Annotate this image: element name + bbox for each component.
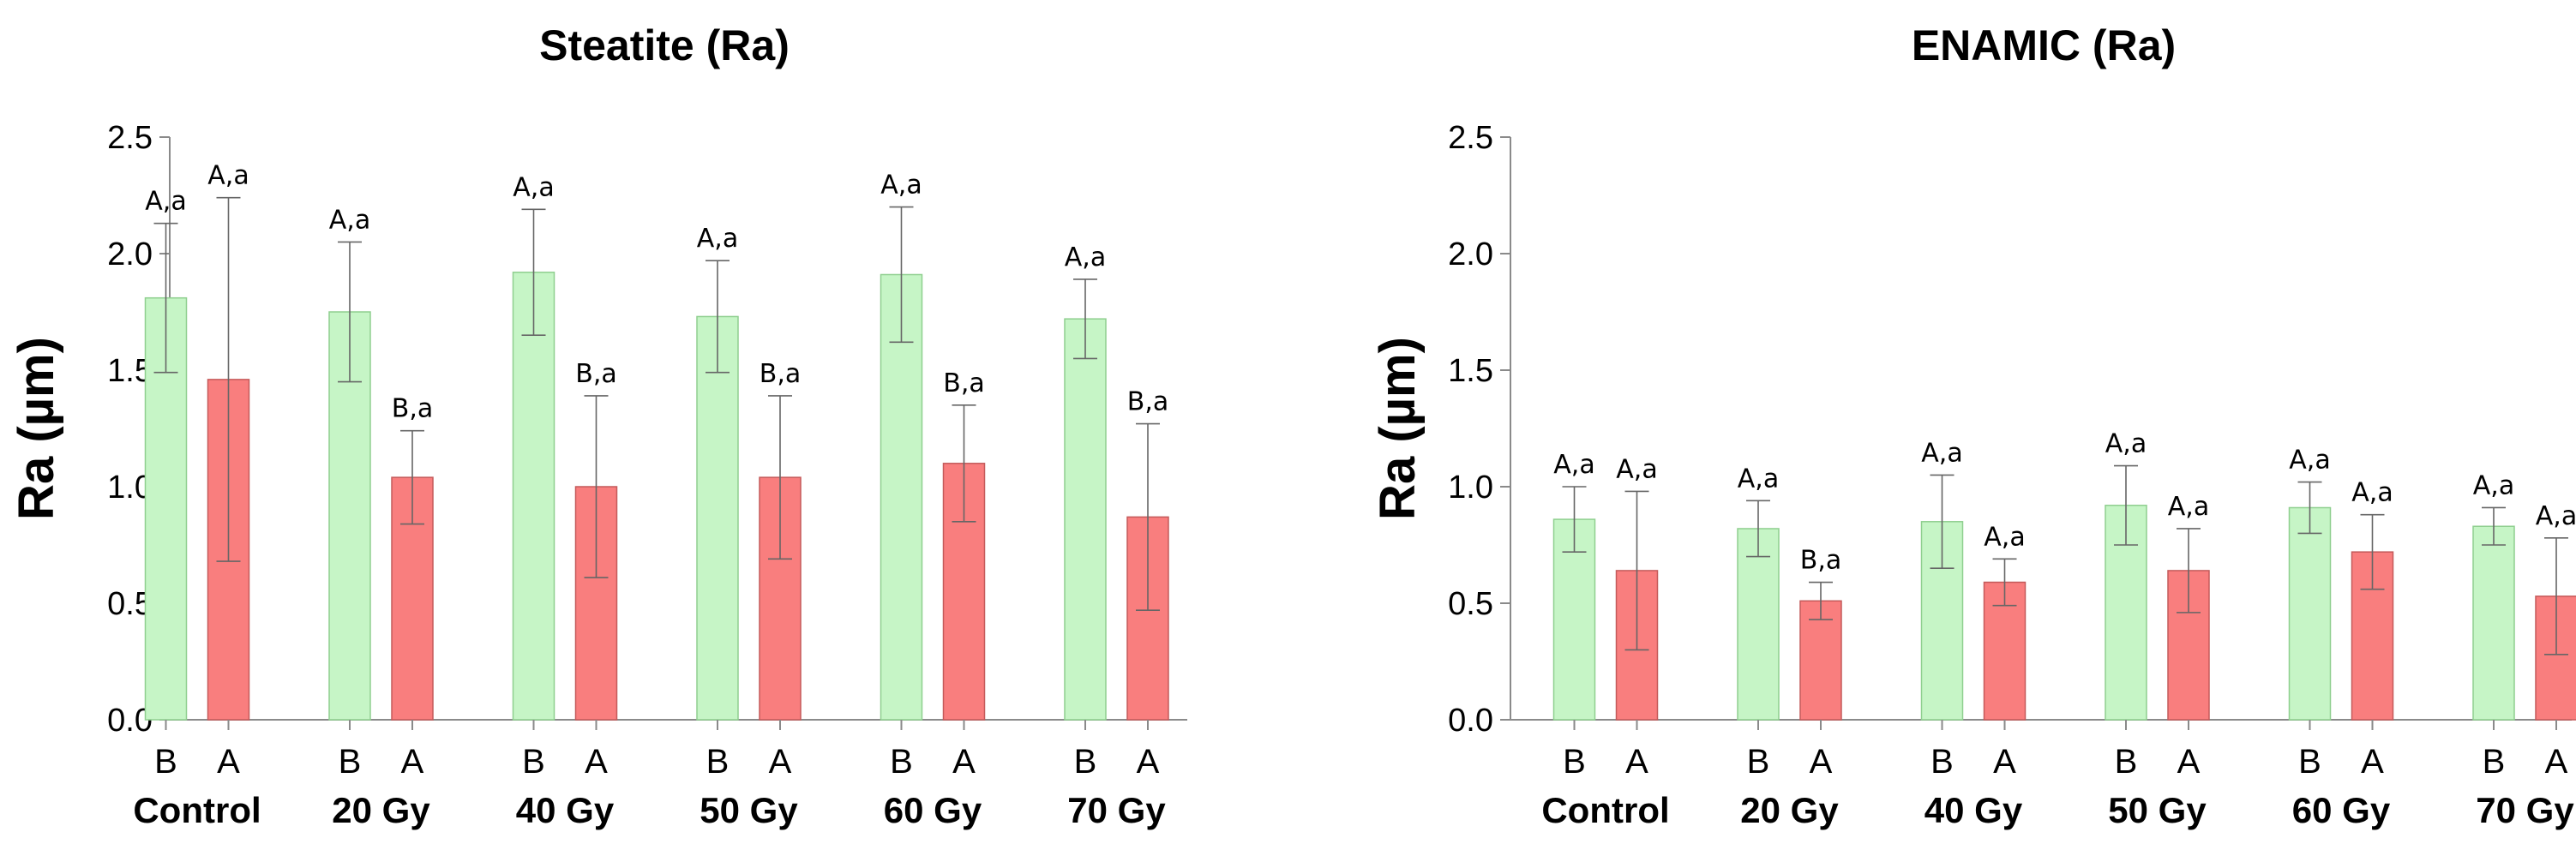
significance-label: A,a: [1065, 242, 1106, 272]
group-label: 60 Gy: [884, 790, 982, 830]
significance-label: A,a: [2536, 501, 2576, 531]
bar-B: [880, 273, 923, 721]
bar-B: [2288, 506, 2332, 721]
y-tick-label: 2.0: [107, 236, 153, 272]
bar-B: [512, 272, 555, 721]
category-label: A: [2545, 743, 2568, 781]
y-axis-label: Ra (µm): [1370, 337, 1426, 520]
significance-label: A,a: [1738, 464, 1779, 494]
y-tick-label: 0.5: [1448, 586, 1493, 622]
group-label: 20 Gy: [1740, 790, 1839, 830]
significance-label: A,a: [1921, 438, 1962, 468]
group-label: 70 Gy: [1067, 790, 1166, 830]
group-label: Control: [1541, 790, 1669, 830]
category-label: B: [2298, 743, 2321, 781]
bar-B: [696, 315, 739, 721]
significance-label: A,a: [2351, 478, 2393, 508]
category-label: B: [522, 743, 545, 781]
significance-label: A,a: [1553, 450, 1594, 480]
category-label: B: [890, 743, 913, 781]
significance-label: B,a: [760, 359, 802, 389]
chart-steatite: Steatite (Ra)Ra (µm)0.00.51.01.52.02.5A,…: [9, 21, 1187, 830]
significance-label: B,a: [1127, 387, 1169, 417]
group-label: 20 Gy: [332, 790, 430, 830]
category-label: A: [585, 743, 608, 781]
significance-label: B,a: [1800, 546, 1842, 576]
y-tick-label: 2.0: [1448, 236, 1493, 272]
group-label: 70 Gy: [2476, 790, 2574, 830]
category-label: B: [1930, 743, 1954, 781]
y-axis-label: Ra (µm): [9, 337, 64, 520]
category-label: A: [1137, 743, 1160, 781]
category-label: B: [2115, 743, 2138, 781]
bar-B: [2472, 525, 2515, 721]
group-label: 40 Gy: [1924, 790, 2023, 830]
significance-label: A,a: [513, 172, 554, 202]
bar-B: [1064, 318, 1107, 721]
group-label: 50 Gy: [2108, 790, 2207, 830]
significance-label: B,a: [392, 394, 434, 424]
chart-title: Steatite (Ra): [539, 21, 790, 69]
category-label: A: [1625, 743, 1648, 781]
group-label: 40 Gy: [516, 790, 615, 830]
category-label: A: [217, 743, 240, 781]
significance-label: B,a: [575, 359, 617, 389]
category-label: B: [1074, 743, 1097, 781]
category-label: B: [2483, 743, 2506, 781]
y-tick-label: 2.5: [107, 120, 153, 156]
category-label: A: [1993, 743, 2016, 781]
category-label: A: [1810, 743, 1833, 781]
y-tick-label: 0.0: [1448, 703, 1493, 739]
group-label: Control: [133, 790, 261, 830]
significance-label: A,a: [697, 224, 738, 254]
significance-label: A,a: [1984, 522, 2025, 552]
group-label: 50 Gy: [700, 790, 798, 830]
category-label: B: [339, 743, 362, 781]
significance-label: B,a: [943, 368, 985, 398]
significance-label: A,a: [329, 205, 370, 235]
category-label: A: [2361, 743, 2384, 781]
y-tick-label: 1.5: [1448, 353, 1493, 389]
significance-label: A,a: [2105, 429, 2147, 459]
category-label: B: [706, 743, 730, 781]
category-label: B: [154, 743, 177, 781]
category-label: A: [952, 743, 976, 781]
chart-title: ENAMIC (Ra): [1912, 21, 2176, 69]
group-label: 60 Gy: [2292, 790, 2391, 830]
bar-B: [1737, 528, 1780, 721]
significance-label: A,a: [145, 187, 186, 217]
significance-label: A,a: [2168, 492, 2209, 522]
significance-label: A,a: [880, 171, 922, 201]
significance-label: A,a: [1616, 454, 1657, 484]
chart-enamic: ENAMIC (Ra) Ra (µm) 0.0 0.5 1.0 1.5 2.0 2.5 A,a B…: [1370, 21, 2576, 830]
significance-label: A,a: [207, 161, 249, 191]
category-label: A: [2177, 743, 2201, 781]
y-tick-label: 2.5: [1448, 120, 1493, 156]
category-label: A: [401, 743, 424, 781]
bar-A: [1799, 600, 1842, 721]
category-label: B: [1747, 743, 1770, 781]
significance-label: A,a: [2473, 470, 2514, 500]
y-tick-label: 1.0: [1448, 470, 1493, 506]
significance-label: A,a: [2289, 446, 2330, 476]
category-label: A: [769, 743, 792, 781]
category-label: B: [1563, 743, 1586, 781]
